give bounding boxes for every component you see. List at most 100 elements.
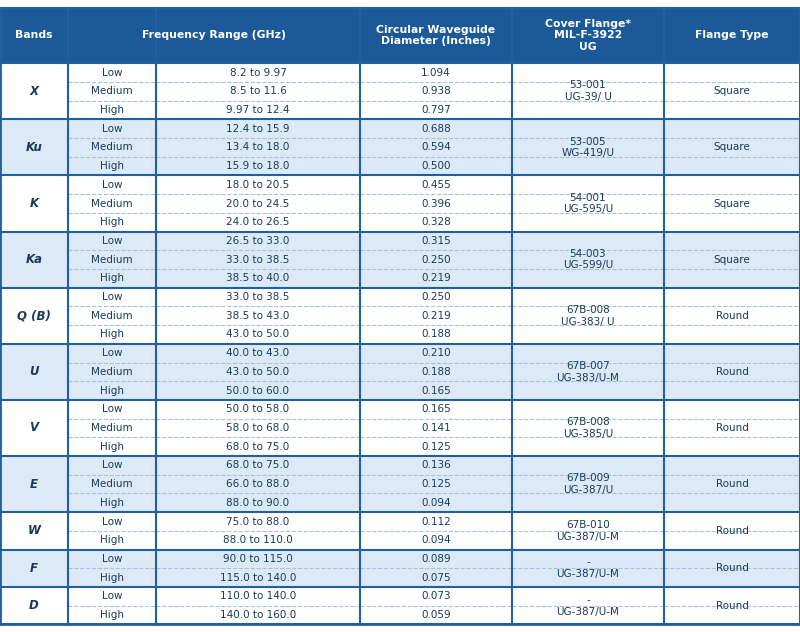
Text: Flange Type: Flange Type xyxy=(695,30,769,40)
Text: High: High xyxy=(100,573,124,583)
Bar xyxy=(68,63,156,82)
Bar xyxy=(156,363,360,381)
Bar xyxy=(0,176,68,231)
Text: 0.136: 0.136 xyxy=(421,460,451,470)
Text: Round: Round xyxy=(715,526,749,536)
Bar xyxy=(360,307,512,325)
Bar xyxy=(0,512,68,550)
Bar xyxy=(68,418,156,437)
Text: High: High xyxy=(100,105,124,115)
Bar xyxy=(156,231,360,250)
Bar xyxy=(156,494,360,512)
Text: 0.938: 0.938 xyxy=(421,86,451,96)
Text: Round: Round xyxy=(715,563,749,573)
Bar xyxy=(360,176,512,194)
Text: Low: Low xyxy=(102,236,122,246)
Text: 67B-010
UG-387/U-M: 67B-010 UG-387/U-M xyxy=(557,520,619,542)
Bar xyxy=(360,418,512,437)
Bar xyxy=(664,550,800,587)
Text: 8.2 to 9.97: 8.2 to 9.97 xyxy=(230,68,286,78)
Text: High: High xyxy=(100,329,124,339)
Text: Q (B): Q (B) xyxy=(17,309,51,322)
Bar xyxy=(360,138,512,157)
Bar xyxy=(156,531,360,550)
Text: 0.073: 0.073 xyxy=(421,592,451,602)
Bar xyxy=(0,344,68,400)
Text: Medium: Medium xyxy=(91,255,133,265)
Text: 0.188: 0.188 xyxy=(421,367,451,377)
Text: Medium: Medium xyxy=(91,198,133,209)
Text: Round: Round xyxy=(715,423,749,433)
Text: 115.0 to 140.0: 115.0 to 140.0 xyxy=(220,573,296,583)
Text: 110.0 to 140.0: 110.0 to 140.0 xyxy=(220,592,296,602)
Bar xyxy=(68,231,156,250)
Text: Low: Low xyxy=(102,68,122,78)
Bar xyxy=(360,456,512,475)
Text: Bands: Bands xyxy=(15,30,53,40)
Text: Round: Round xyxy=(715,600,749,611)
Bar xyxy=(360,475,512,494)
Text: Low: Low xyxy=(102,554,122,564)
Bar xyxy=(360,344,512,363)
Text: High: High xyxy=(100,442,124,452)
Bar xyxy=(664,400,800,456)
Text: 0.165: 0.165 xyxy=(421,386,451,396)
Bar xyxy=(360,213,512,231)
Text: U: U xyxy=(30,365,38,379)
Text: High: High xyxy=(100,498,124,508)
Bar xyxy=(156,418,360,437)
Text: 33.0 to 38.5: 33.0 to 38.5 xyxy=(226,255,290,265)
Text: 54-003
UG-599/U: 54-003 UG-599/U xyxy=(563,249,613,270)
Text: Circular Waveguide
Diameter (Inches): Circular Waveguide Diameter (Inches) xyxy=(377,25,495,46)
Bar xyxy=(360,531,512,550)
Text: 0.188: 0.188 xyxy=(421,329,451,339)
Text: Square: Square xyxy=(714,142,750,152)
Bar xyxy=(664,63,800,119)
Text: 0.797: 0.797 xyxy=(421,105,451,115)
Text: Medium: Medium xyxy=(91,86,133,96)
Bar xyxy=(156,512,360,531)
Bar xyxy=(68,250,156,269)
Bar xyxy=(156,325,360,344)
Text: 0.315: 0.315 xyxy=(421,236,451,246)
Bar xyxy=(0,400,68,456)
Bar xyxy=(360,605,512,624)
Text: 75.0 to 88.0: 75.0 to 88.0 xyxy=(226,516,290,526)
Bar xyxy=(68,325,156,344)
Bar xyxy=(156,381,360,400)
Text: 0.075: 0.075 xyxy=(421,573,451,583)
Text: 0.250: 0.250 xyxy=(421,292,451,302)
Bar xyxy=(156,456,360,475)
Bar xyxy=(156,550,360,568)
Bar xyxy=(664,8,800,63)
Text: V: V xyxy=(30,422,38,434)
Bar xyxy=(156,176,360,194)
Text: Medium: Medium xyxy=(91,311,133,321)
Text: Round: Round xyxy=(715,479,749,489)
Bar xyxy=(0,456,68,512)
Text: 26.5 to 33.0: 26.5 to 33.0 xyxy=(226,236,290,246)
Text: 66.0 to 88.0: 66.0 to 88.0 xyxy=(226,479,290,489)
Text: 67B-008
UG-383/ U: 67B-008 UG-383/ U xyxy=(562,305,614,327)
Bar xyxy=(156,288,360,307)
Bar xyxy=(360,194,512,213)
Bar xyxy=(68,437,156,456)
Text: 38.5 to 43.0: 38.5 to 43.0 xyxy=(226,311,290,321)
Text: -
UG-387/U-M: - UG-387/U-M xyxy=(557,595,619,616)
Bar xyxy=(512,587,664,624)
Bar xyxy=(156,307,360,325)
Text: Medium: Medium xyxy=(91,479,133,489)
Bar xyxy=(0,119,68,176)
Text: 0.165: 0.165 xyxy=(421,404,451,415)
Bar xyxy=(664,587,800,624)
Text: 67B-008
UG-385/U: 67B-008 UG-385/U xyxy=(563,417,613,439)
Bar xyxy=(156,100,360,119)
Text: 0.688: 0.688 xyxy=(421,124,451,134)
Bar xyxy=(68,138,156,157)
Bar xyxy=(156,475,360,494)
Bar xyxy=(68,568,156,587)
Bar xyxy=(156,138,360,157)
Bar xyxy=(68,157,156,176)
Bar xyxy=(68,176,156,194)
Text: Square: Square xyxy=(714,86,750,96)
